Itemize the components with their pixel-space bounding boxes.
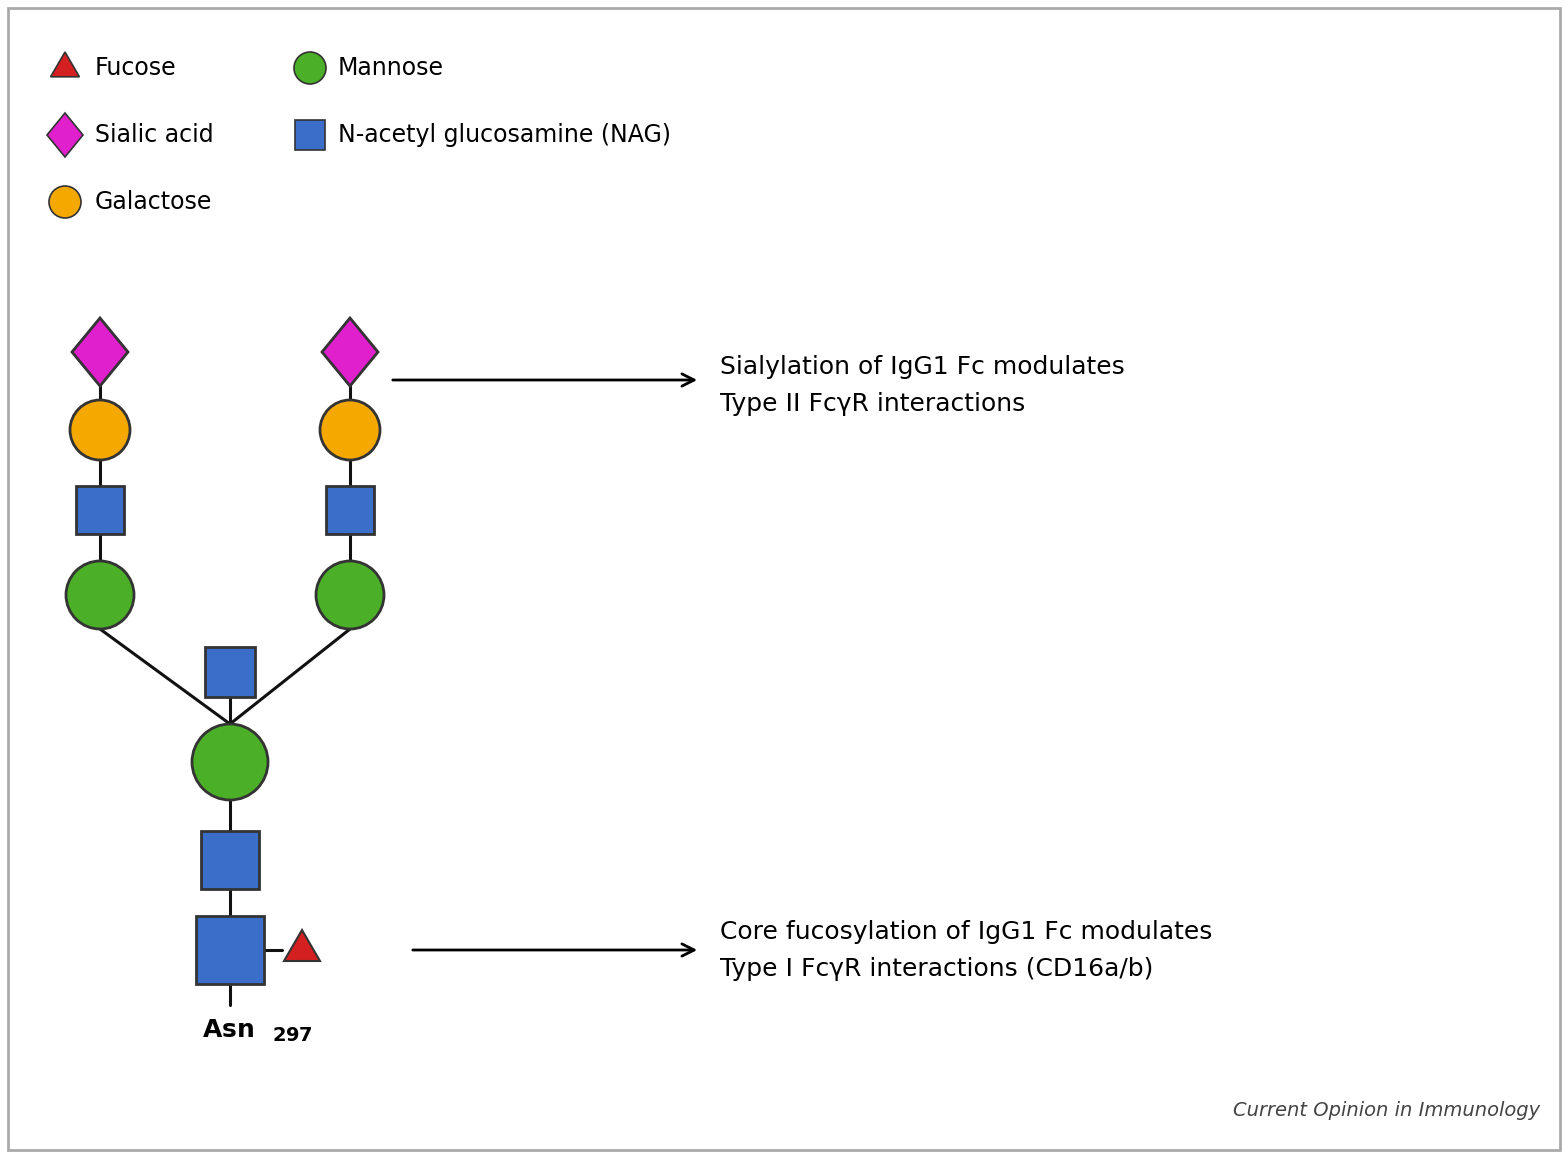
Text: Sialylation of IgG1 Fc modulates
Type II FcγR interactions: Sialylation of IgG1 Fc modulates Type II… [720, 356, 1124, 416]
Text: $\mathbf{297}$: $\mathbf{297}$ [271, 1026, 312, 1045]
Text: $\mathbf{Asn}$: $\mathbf{Asn}$ [202, 1018, 254, 1042]
Bar [196, 916, 263, 984]
Circle shape [293, 52, 326, 85]
Circle shape [191, 724, 268, 800]
Polygon shape [47, 113, 83, 157]
Bar [201, 831, 259, 889]
Polygon shape [284, 930, 320, 961]
Bar [205, 647, 256, 697]
Bar [326, 486, 375, 534]
Circle shape [71, 400, 130, 460]
Circle shape [49, 186, 82, 218]
Circle shape [320, 400, 379, 460]
Text: Fucose: Fucose [96, 56, 177, 80]
Text: Core fucosylation of IgG1 Fc modulates
Type I FcγR interactions (CD16a/b): Core fucosylation of IgG1 Fc modulates T… [720, 919, 1212, 981]
Text: Galactose: Galactose [96, 190, 212, 214]
Circle shape [317, 560, 384, 629]
Bar [75, 486, 124, 534]
Text: Current Opinion in Immunology: Current Opinion in Immunology [1232, 1100, 1540, 1120]
Text: Sialic acid: Sialic acid [96, 123, 213, 147]
Polygon shape [72, 318, 129, 386]
Polygon shape [50, 52, 80, 76]
Text: N-acetyl glucosamine (NAG): N-acetyl glucosamine (NAG) [339, 123, 671, 147]
Polygon shape [321, 318, 378, 386]
Circle shape [66, 560, 133, 629]
Text: Mannose: Mannose [339, 56, 444, 80]
Bar [295, 120, 325, 151]
